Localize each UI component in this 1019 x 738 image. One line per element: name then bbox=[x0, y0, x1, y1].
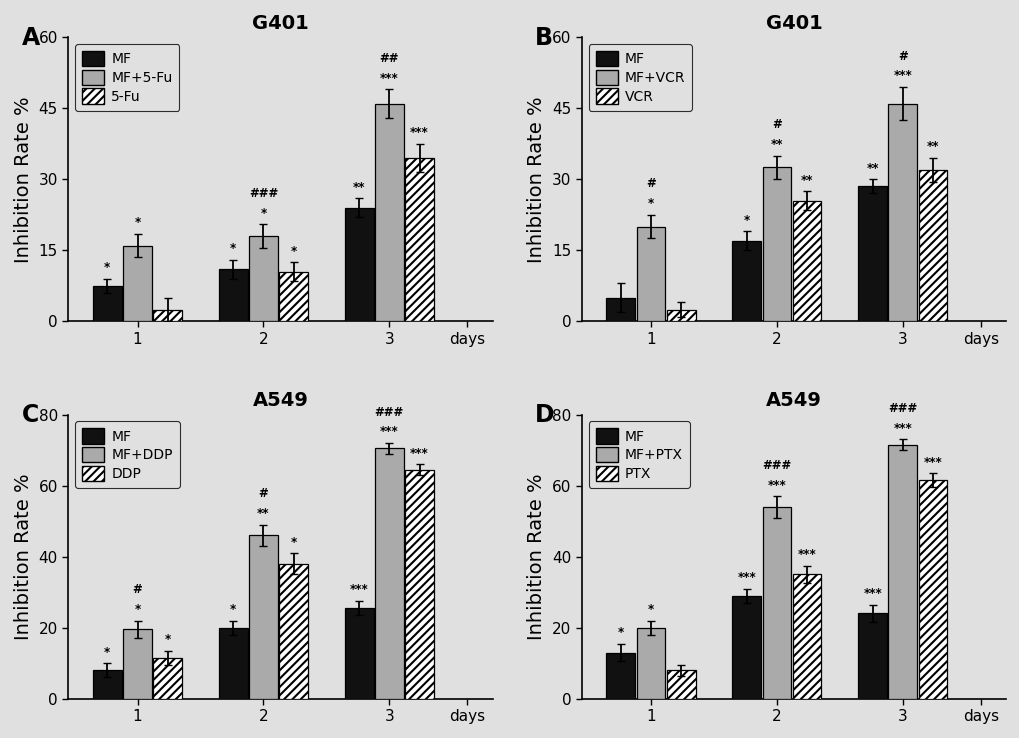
Bar bbox=[405, 158, 433, 321]
Text: ***: *** bbox=[766, 479, 786, 492]
Text: ###: ### bbox=[888, 402, 916, 415]
Text: #: # bbox=[771, 118, 781, 131]
Bar bbox=[918, 480, 947, 699]
Text: ###: ### bbox=[249, 187, 278, 200]
Bar bbox=[636, 627, 664, 699]
Text: **: ** bbox=[926, 140, 938, 154]
Bar bbox=[279, 272, 308, 321]
Text: *: * bbox=[164, 633, 171, 646]
Bar bbox=[666, 309, 695, 321]
Text: ***: *** bbox=[410, 126, 429, 139]
Y-axis label: Inhibition Rate %: Inhibition Rate % bbox=[14, 96, 33, 263]
Y-axis label: Inhibition Rate %: Inhibition Rate % bbox=[527, 96, 546, 263]
Legend: MF, MF+DDP, DDP: MF, MF+DDP, DDP bbox=[75, 421, 179, 488]
Bar bbox=[636, 227, 664, 321]
Bar bbox=[888, 103, 916, 321]
Bar bbox=[606, 297, 635, 321]
Text: #: # bbox=[645, 177, 655, 190]
Bar bbox=[405, 469, 433, 699]
Legend: MF, MF+PTX, PTX: MF, MF+PTX, PTX bbox=[588, 421, 689, 488]
Text: *: * bbox=[260, 207, 266, 220]
Bar bbox=[219, 269, 248, 321]
Text: #: # bbox=[132, 583, 143, 596]
Bar bbox=[792, 201, 820, 321]
Bar bbox=[792, 574, 820, 699]
Bar bbox=[123, 630, 152, 699]
Bar bbox=[344, 608, 373, 699]
Text: **: ** bbox=[257, 507, 269, 520]
Text: *: * bbox=[104, 261, 110, 275]
Bar bbox=[93, 670, 121, 699]
Bar bbox=[249, 236, 277, 321]
Bar bbox=[93, 286, 121, 321]
Text: *: * bbox=[230, 603, 236, 616]
Text: *: * bbox=[135, 216, 141, 230]
Text: ***: *** bbox=[380, 72, 398, 85]
Text: ***: *** bbox=[380, 425, 398, 438]
Bar bbox=[857, 187, 887, 321]
Text: **: ** bbox=[800, 173, 812, 187]
Text: ***: *** bbox=[797, 548, 815, 561]
Text: *: * bbox=[135, 603, 141, 616]
Text: *: * bbox=[104, 646, 110, 658]
Text: ***: *** bbox=[862, 587, 881, 600]
Bar bbox=[732, 596, 760, 699]
Bar bbox=[762, 507, 791, 699]
Text: *: * bbox=[647, 197, 653, 210]
Title: G401: G401 bbox=[765, 14, 821, 33]
Bar bbox=[344, 207, 373, 321]
Bar bbox=[888, 445, 916, 699]
Bar bbox=[153, 658, 182, 699]
Bar bbox=[375, 448, 404, 699]
Text: ***: *** bbox=[350, 584, 368, 596]
Text: A: A bbox=[21, 26, 40, 50]
Title: A549: A549 bbox=[253, 391, 308, 410]
Bar bbox=[732, 241, 760, 321]
Text: #: # bbox=[258, 487, 268, 500]
Text: ###: ### bbox=[374, 406, 404, 418]
Text: *: * bbox=[230, 242, 236, 255]
Title: G401: G401 bbox=[252, 14, 309, 33]
Y-axis label: Inhibition Rate %: Inhibition Rate % bbox=[527, 473, 546, 640]
Legend: MF, MF+VCR, VCR: MF, MF+VCR, VCR bbox=[588, 44, 692, 111]
Text: ***: *** bbox=[893, 422, 911, 435]
Bar bbox=[123, 246, 152, 321]
Bar bbox=[249, 535, 277, 699]
Text: ###: ### bbox=[761, 459, 791, 472]
Text: *: * bbox=[290, 244, 297, 258]
Text: ***: *** bbox=[737, 571, 755, 584]
Bar bbox=[918, 170, 947, 321]
Text: ***: *** bbox=[410, 446, 429, 460]
Bar bbox=[857, 613, 887, 699]
Text: ***: *** bbox=[923, 455, 942, 469]
Text: C: C bbox=[21, 403, 39, 427]
Bar bbox=[606, 652, 635, 699]
Text: **: ** bbox=[865, 162, 878, 175]
Text: D: D bbox=[535, 403, 554, 427]
Bar bbox=[219, 627, 248, 699]
Bar bbox=[279, 564, 308, 699]
Text: #: # bbox=[897, 49, 907, 63]
Text: *: * bbox=[647, 603, 653, 616]
Text: ***: *** bbox=[893, 69, 911, 83]
Bar bbox=[762, 168, 791, 321]
Text: *: * bbox=[618, 626, 624, 639]
Text: **: ** bbox=[353, 181, 365, 193]
Bar bbox=[153, 309, 182, 321]
Legend: MF, MF+5-Fu, 5-Fu: MF, MF+5-Fu, 5-Fu bbox=[75, 44, 179, 111]
Bar bbox=[666, 670, 695, 699]
Text: *: * bbox=[290, 536, 297, 548]
Text: B: B bbox=[535, 26, 552, 50]
Bar bbox=[375, 103, 404, 321]
Title: A549: A549 bbox=[765, 391, 821, 410]
Text: **: ** bbox=[770, 138, 783, 151]
Y-axis label: Inhibition Rate %: Inhibition Rate % bbox=[14, 473, 33, 640]
Text: *: * bbox=[743, 214, 749, 227]
Text: ##: ## bbox=[379, 52, 398, 65]
